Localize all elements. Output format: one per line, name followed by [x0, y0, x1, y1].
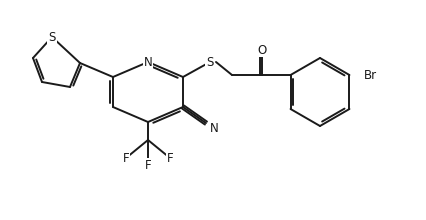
- Text: S: S: [48, 31, 56, 44]
- Text: F: F: [167, 152, 173, 165]
- Text: S: S: [206, 55, 214, 68]
- Text: N: N: [144, 55, 153, 68]
- Text: N: N: [210, 122, 219, 135]
- Text: Br: Br: [363, 68, 377, 81]
- Text: F: F: [145, 158, 151, 172]
- Text: F: F: [123, 152, 130, 165]
- Text: O: O: [257, 44, 267, 57]
